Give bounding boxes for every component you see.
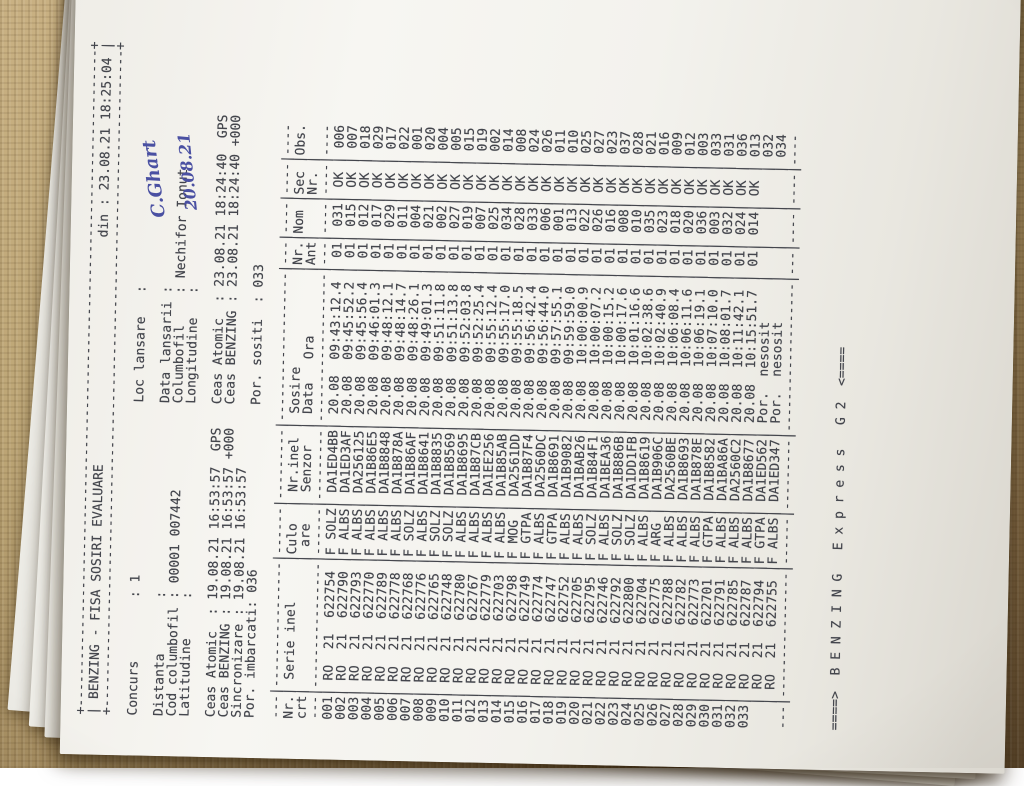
print-area: +---------------------------------------… — [75, 14, 856, 730]
print-lines: +---------------------------------------… — [75, 14, 856, 730]
printed-arrival-sheet: +---------------------------------------… — [60, 0, 1022, 774]
printout: +---------------------------------------… — [75, 14, 856, 730]
